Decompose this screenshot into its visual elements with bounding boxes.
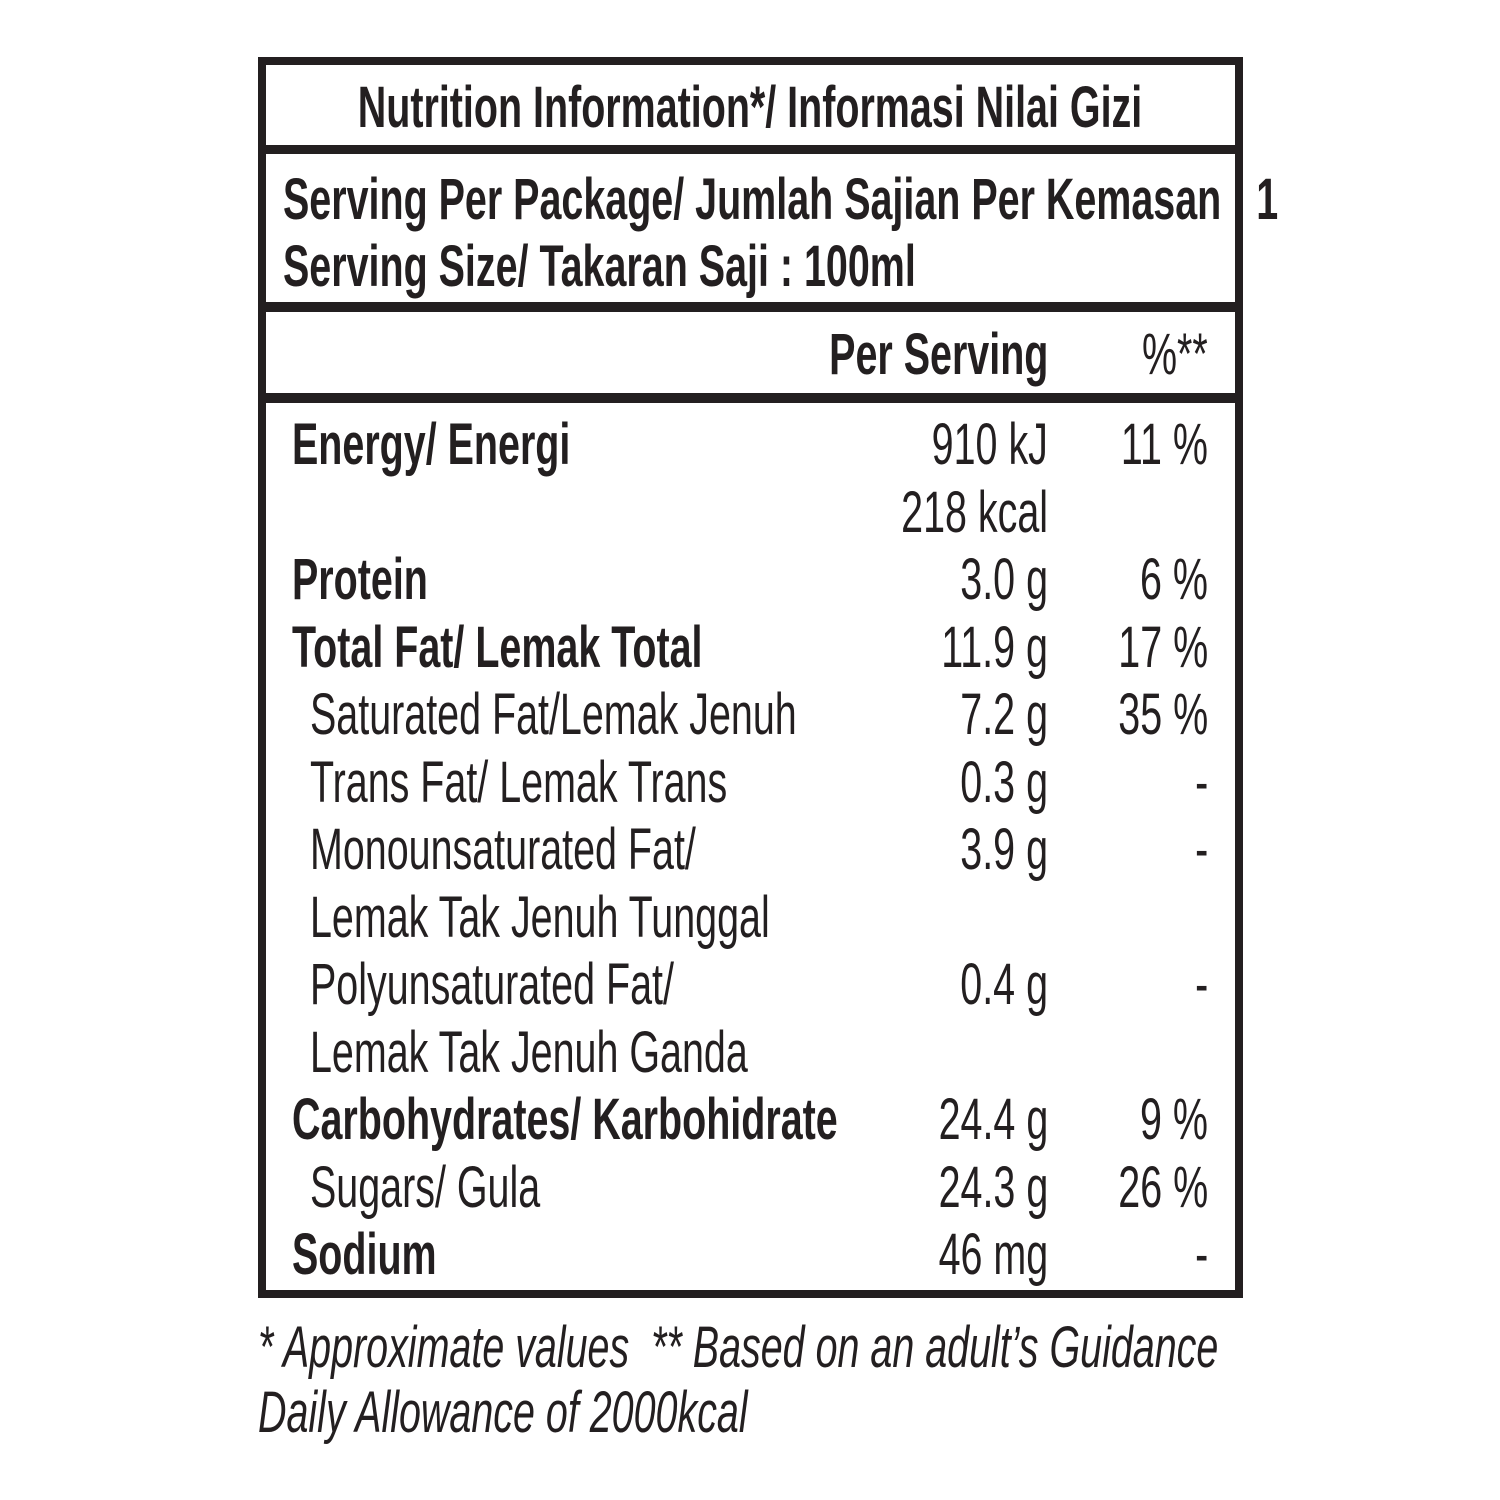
footnote: * Approximate values ** Based on an adul… [258, 1315, 1219, 1380]
separator [258, 302, 1243, 312]
serving-line: Serving Size/ Takaran Saji : 100ml [283, 234, 916, 299]
percent-value: 35 % [1118, 682, 1208, 747]
nutrient-label: Lemak Tak Jenuh Tunggal [310, 884, 770, 950]
nutrient-label: Saturated Fat/Lemak Jenuh [310, 682, 797, 747]
nutrient-label: Sodium [292, 1222, 437, 1287]
percent-value: 6 % [1140, 547, 1208, 612]
nutrient-label: Total Fat/ Lemak Total [292, 614, 703, 680]
amount: 3.0 g [960, 547, 1048, 612]
nutrient-label: Sugars/ Gula [310, 1154, 541, 1220]
percent-value: - [1194, 1222, 1208, 1287]
amount: 0.3 g [960, 749, 1048, 815]
label-frame [258, 57, 1243, 1298]
amount: 7.2 g [960, 682, 1048, 747]
amount: 24.4 g [938, 1087, 1048, 1152]
nutrient-label: Protein [292, 547, 428, 612]
footnote: Daily Allowance of 2000kcal [258, 1380, 748, 1445]
amount: 46 mg [938, 1222, 1048, 1287]
nutrient-label: Lemak Tak Jenuh Ganda [310, 1019, 748, 1085]
amount: 218 kcal [901, 479, 1048, 545]
separator [258, 393, 1243, 403]
percent-value: - [1194, 749, 1208, 815]
column-header: %** [1142, 322, 1208, 387]
title: Nutrition Information*/ Informasi Nilai … [357, 75, 1143, 140]
nutrient-label: Trans Fat/ Lemak Trans [310, 749, 728, 815]
nutrient-label: Monounsaturated Fat/ [310, 817, 696, 882]
nutrient-label: Carbohydrates/ Karbohidrate [292, 1087, 838, 1152]
percent-value: 17 % [1118, 614, 1208, 680]
separator [258, 145, 1243, 154]
amount: 24.3 g [938, 1154, 1048, 1220]
nutrient-label: Energy/ Energi [292, 412, 571, 477]
amount: 3.9 g [960, 817, 1048, 882]
percent-value: - [1194, 817, 1208, 882]
percent-value: 11 % [1121, 412, 1208, 477]
amount: 0.4 g [960, 952, 1048, 1017]
amount: 11.9 g [941, 614, 1048, 680]
percent-value: 26 % [1118, 1154, 1208, 1220]
percent-value: 9 % [1140, 1087, 1208, 1152]
nutrient-label: Polyunsaturated Fat/ [310, 952, 674, 1017]
serving-line: Serving Per Package/ Jumlah Sajian Per K… [283, 167, 1279, 232]
amount: 910 kJ [931, 412, 1048, 477]
percent-value: - [1194, 952, 1208, 1017]
column-header: Per Serving [828, 322, 1048, 387]
